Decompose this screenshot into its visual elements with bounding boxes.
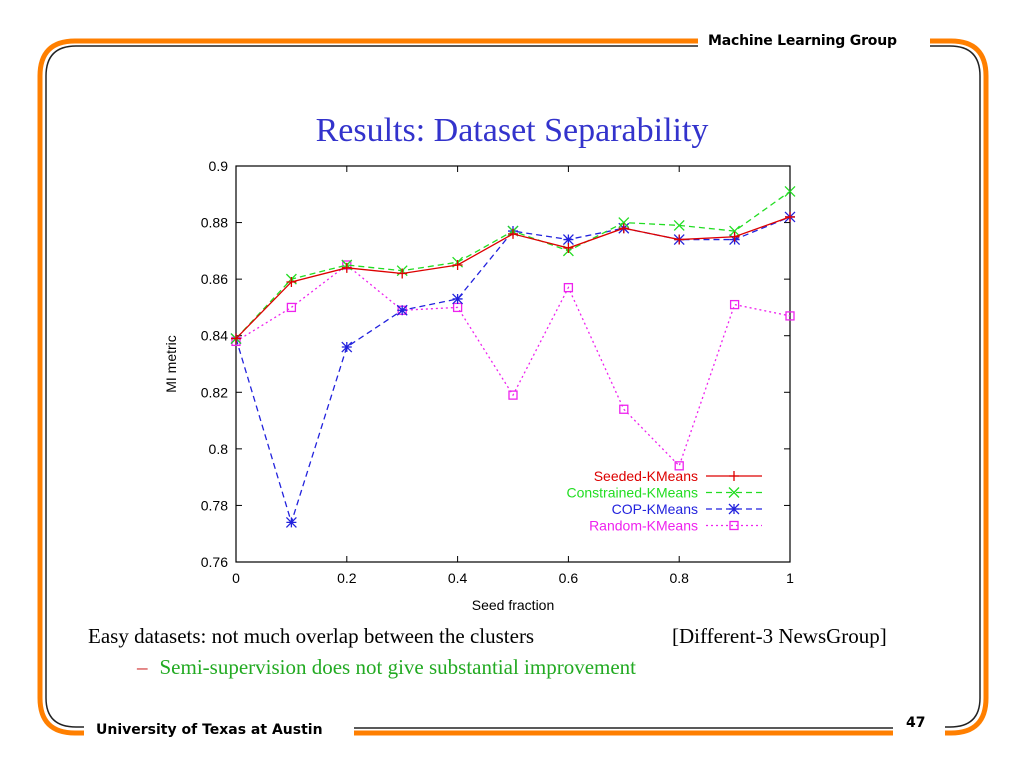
x-tick-label: 0.8 (669, 570, 689, 586)
x-tick-label: 0.4 (448, 570, 468, 586)
sub-bullet-text: Semi-supervision does not give substanti… (159, 655, 637, 679)
point-seeded-kmeans (618, 223, 629, 234)
point-cop-kmeans (341, 341, 353, 353)
point-constrained-kmeans (673, 219, 685, 231)
main-bullet: Easy datasets: not much overlap between … (88, 624, 948, 649)
point-seeded-kmeans (452, 260, 463, 270)
x-axis-label: Seed fraction (472, 597, 555, 613)
legend-marker-random-kmeans (729, 520, 739, 531)
legend-label-constrained-kmeans: Constrained-KMeans (566, 485, 698, 501)
point-seeded-kmeans (397, 268, 408, 279)
point-seeded-kmeans (674, 234, 685, 245)
point-seeded-kmeans (231, 333, 241, 344)
point-random-kmeans (674, 461, 684, 471)
footer-university: University of Texas at Austin (96, 722, 323, 738)
series-line-cop-kmeans (235, 216, 791, 525)
line-chart: 0.76 0.78 0.8 0.82 0.84 0.86 0.88 0.9 0 0.2 0.4 0.6… (163, 158, 796, 613)
slide-title: Results: Dataset Separability (315, 112, 709, 149)
y-tick-label: 0.82 (201, 384, 228, 400)
point-seeded-kmeans (508, 228, 518, 239)
point-random-kmeans (286, 302, 297, 313)
point-random-kmeans (508, 390, 518, 400)
x-tick-label: 0.2 (337, 570, 357, 586)
point-seeded-kmeans (729, 231, 740, 242)
point-seeded-kmeans (341, 262, 352, 273)
sub-bullet: – Semi-supervision does not give substant… (137, 655, 636, 680)
main-bullet-text: Easy datasets: not much overlap between … (88, 624, 535, 648)
y-tick-label: 0.9 (209, 158, 229, 174)
y-tick-label: 0.76 (201, 554, 228, 570)
x-tick-label: 1 (786, 570, 794, 586)
point-seeded-kmeans (785, 211, 795, 222)
legend-label-cop-kmeans: COP-KMeans (612, 501, 698, 517)
y-axis-label: MI metric (163, 335, 179, 393)
point-random-kmeans (619, 404, 629, 414)
series-line-random-kmeans (235, 264, 791, 468)
y-tick-label: 0.78 (201, 497, 228, 513)
legend-label-random-kmeans: Random-KMeans (589, 518, 698, 534)
point-random-kmeans (563, 282, 574, 293)
y-tick-label: 0.86 (201, 271, 228, 287)
point-random-kmeans (729, 299, 740, 310)
point-cop-kmeans (396, 304, 408, 316)
legend-marker-cop-kmeans (728, 503, 740, 515)
x-tick-label: 0 (232, 570, 240, 586)
dataset-name: [Different-3 NewsGroup] (672, 624, 887, 648)
sub-bullet-dash: – (137, 655, 148, 679)
y-tick-label: 0.84 (201, 328, 228, 344)
point-constrained-kmeans (729, 225, 741, 237)
point-cop-kmeans (452, 293, 464, 305)
y-tick-label: 0.88 (201, 215, 228, 231)
x-tick-label: 0.6 (559, 570, 579, 586)
point-random-kmeans (785, 311, 795, 321)
header-group-label: Machine Learning Group (708, 33, 897, 49)
point-constrained-kmeans (784, 185, 796, 197)
plot-area-frame (235, 165, 791, 563)
point-constrained-kmeans (618, 217, 630, 229)
page-number: 47 (906, 715, 926, 731)
point-seeded-kmeans (286, 276, 297, 287)
legend-marker-seeded-kmeans (729, 471, 739, 481)
legend-label-seeded-kmeans: Seeded-KMeans (594, 468, 698, 484)
point-cop-kmeans (285, 516, 297, 528)
y-tick-label: 0.8 (209, 441, 229, 457)
legend-marker-constrained-kmeans (728, 487, 740, 498)
point-cop-kmeans (562, 234, 574, 246)
point-seeded-kmeans (563, 243, 574, 254)
